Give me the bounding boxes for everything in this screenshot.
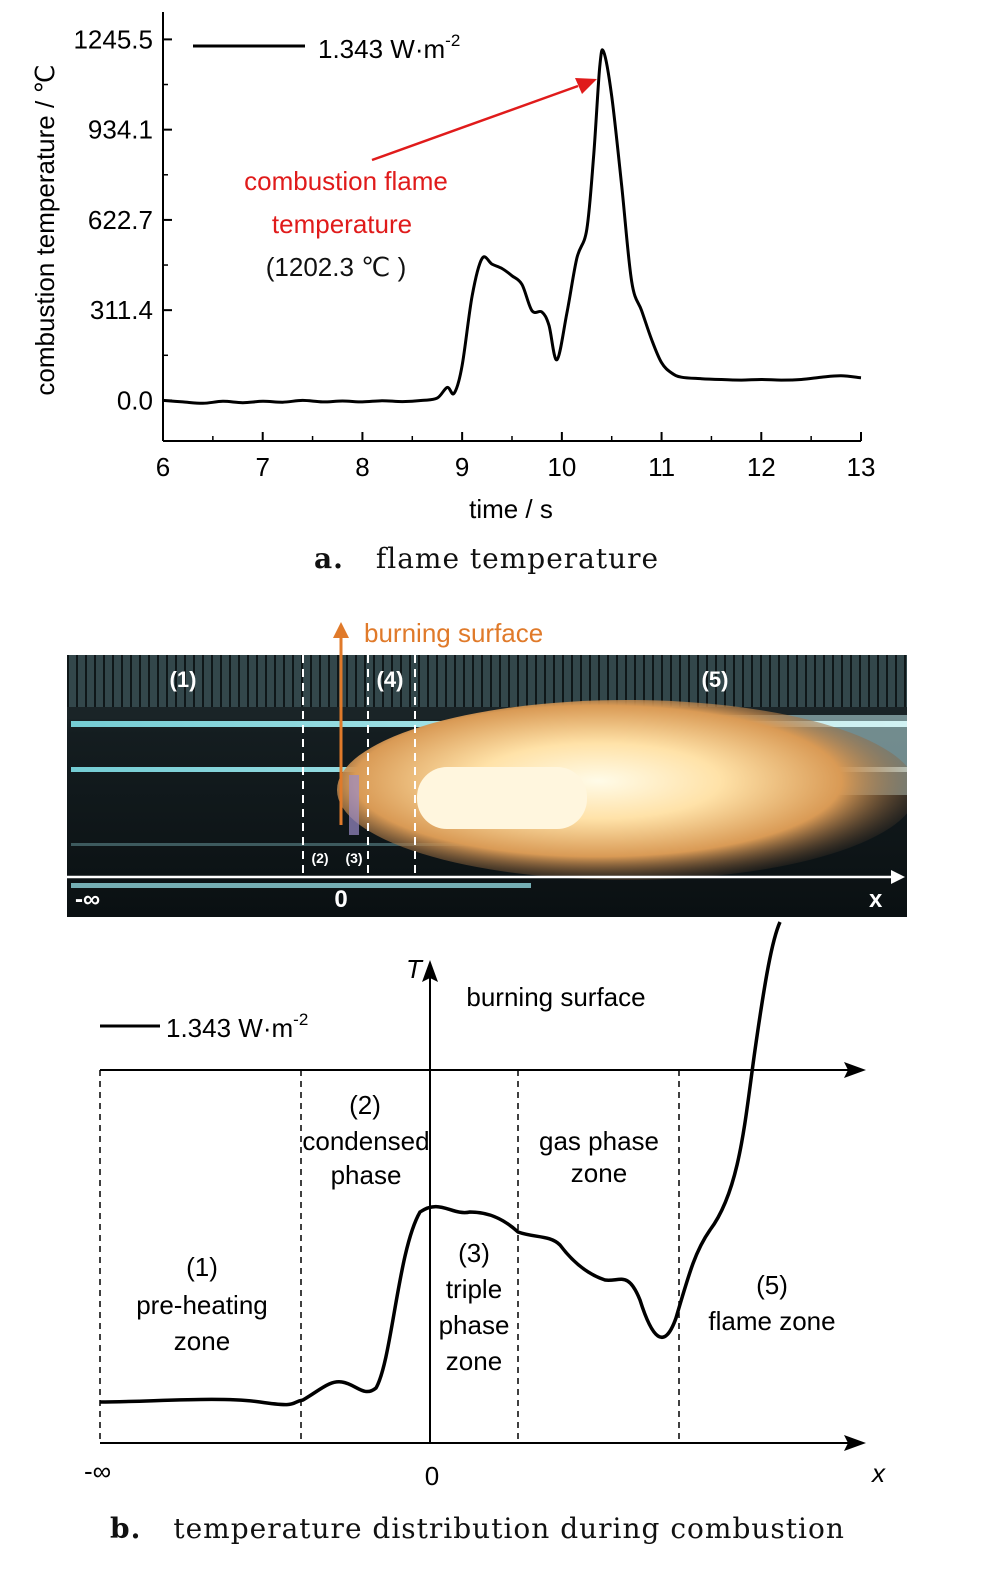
figure-a-caption-text: flame temperature [375,542,660,575]
temperature-series-line [162,48,862,405]
x-axis-label: time / s [469,494,553,524]
zone-3-line-1: triple [446,1274,502,1304]
zone-4-line-1: gas phase [539,1126,659,1156]
figure-b-caption: b. temperature distribution during combus… [110,1512,845,1545]
zone-1-line-2: zone [174,1326,230,1356]
figure-b-caption-tag: b. [110,1512,142,1545]
x-tick-label: 7 [255,452,269,482]
chart-ticks: 6 7 8 9 10 11 12 13 0.0 311.4 622.7 934.1 1245.5 [73,24,875,482]
zone-2-line-2: phase [331,1160,402,1190]
zone-5-number: (5) [756,1270,788,1300]
legend-label: 1.343 W·m-2 [318,31,460,64]
burning-surface-arrow: burning surface [333,618,543,660]
zone-3-line-2: phase [439,1310,510,1340]
x-tick-label: 11 [648,452,675,482]
photo-axis-neg-inf: -∞ [75,886,100,913]
y-tick-label: 0.0 [117,385,153,415]
y-axis-label: combustion temperature / ℃ [30,64,60,395]
x-tick-label: 9 [455,452,469,482]
x-tick-label: 12 [747,452,776,482]
annotation-line-3: (1202.3 ℃ ) [266,252,407,282]
diagram-legend-label: 1.343 W·m-2 [166,1010,308,1043]
y-tick-label: 1245.5 [73,24,153,54]
combustion-photo: (1) (4) (5) (2) (3) 0 -∞ x [67,655,907,917]
annotation-line-1: combustion flame [244,166,448,196]
y-tick-label: 622.7 [88,205,153,235]
t-axis-label: T [406,954,424,984]
x-tick-label: 6 [156,452,170,482]
figure-a-caption: a. flame temperature [314,542,659,575]
photo-zone-label-2: (2) [311,850,328,866]
chart-axes [162,12,861,442]
x-tick-label: 10 [547,452,576,482]
flame-temperature-chart: 6 7 8 9 10 11 12 13 0.0 311.4 622.7 934.1 1245.5 com… [30,12,875,524]
neg-inf-label: -∞ [84,1456,111,1486]
x-axis-label-b: x [870,1458,886,1488]
zone-2-line-1: condensed [302,1126,429,1156]
photo-zone-label-3: (3) [345,850,362,866]
zone-2-number: (2) [349,1090,381,1120]
burning-surface-label: burning surface [466,982,645,1012]
zone-1-number: (1) [186,1252,218,1282]
photo-zone-label-1: (1) [170,667,197,692]
photo-zone-label-4: (4) [377,667,404,692]
temperature-distribution-diagram: 1.343 W·m-2 T burning surface x 0 -∞ (1)… [84,921,886,1491]
figure-a-caption-tag: a. [314,542,344,575]
origin-label: 0 [425,1461,439,1491]
zone-3-number: (3) [458,1238,490,1268]
photo-zone-label-5: (5) [702,667,729,692]
annotation-arrowhead [575,78,597,94]
y-tick-label: 934.1 [88,115,153,145]
zone-5-line-1: flame zone [708,1306,835,1336]
temperature-distribution-curve [99,921,782,1407]
photo-axis-origin: 0 [334,886,347,913]
figure-b-caption-text: temperature distribution during combusti… [173,1512,845,1545]
zone-3-line-3: zone [446,1346,502,1376]
y-tick-label: 311.4 [90,295,153,325]
annotation-arrow [371,84,579,162]
x-tick-label: 8 [355,452,369,482]
photo-axis-x: x [869,886,883,913]
annotation-line-2: temperature [272,209,412,239]
burning-surface-arrow-label: burning surface [364,618,543,648]
zone-4-line-2: zone [571,1158,627,1188]
zone-1-line-1: pre-heating [136,1290,268,1320]
x-tick-label: 13 [847,452,876,482]
